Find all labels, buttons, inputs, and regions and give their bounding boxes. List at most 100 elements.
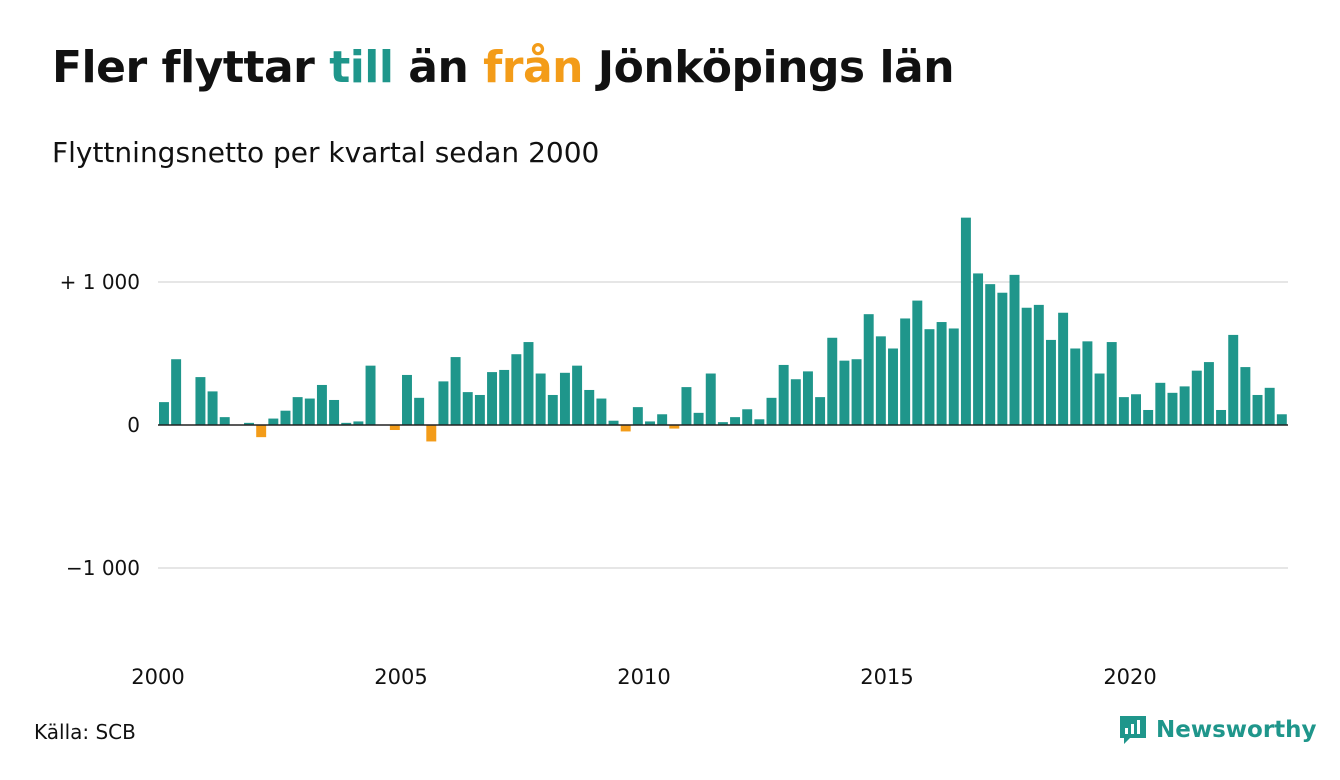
bar [280, 410, 291, 425]
bar [159, 402, 169, 425]
bar [1216, 409, 1227, 425]
bars [159, 217, 1287, 442]
bar [948, 328, 959, 425]
x-tick-label: 2015 [860, 665, 913, 689]
bar [426, 425, 437, 442]
bar [620, 425, 631, 432]
bar [1094, 373, 1105, 425]
bar [1045, 339, 1056, 425]
bar [1167, 392, 1178, 425]
bar [499, 369, 510, 425]
x-tick-label: 2000 [131, 665, 184, 689]
bar [1155, 382, 1166, 425]
bar [681, 387, 692, 425]
x-tick-label: 2010 [617, 665, 670, 689]
bar [559, 372, 570, 425]
brand-name: Newsworthy [1156, 717, 1317, 743]
bar [256, 425, 267, 438]
bar [851, 359, 862, 425]
title-part-an: än [393, 42, 484, 93]
bar [547, 394, 558, 425]
bar [985, 284, 996, 425]
bar [195, 377, 206, 425]
bar [863, 314, 874, 425]
bar [900, 318, 911, 425]
bar [389, 425, 400, 431]
bar [462, 392, 473, 425]
newsworthy-logo: Newsworthy [1118, 714, 1317, 746]
bar [960, 217, 971, 425]
bar [1203, 362, 1214, 425]
title-part-fler-flyttar: Fler flyttar [52, 42, 330, 93]
bar [1118, 397, 1129, 425]
bar [572, 365, 583, 425]
bar [1276, 414, 1287, 425]
bar [438, 381, 449, 425]
bar [523, 342, 534, 425]
chart-subtitle: Flyttningsnetto per kvartal sedan 2000 [52, 136, 600, 169]
y-tick-label: −1 000 [66, 556, 140, 580]
bar [450, 357, 461, 425]
bar [973, 273, 984, 425]
bar [1070, 348, 1081, 425]
newsworthy-logo-icon [1120, 716, 1146, 744]
chart-title: Fler flyttar till än från Jönköpings län [52, 42, 955, 93]
bar [754, 419, 765, 425]
title-part-lan: Jönköpings län [582, 42, 955, 93]
bar [705, 373, 716, 425]
bar [827, 337, 838, 425]
bar [474, 394, 485, 425]
bar [487, 372, 498, 425]
bar [1009, 274, 1020, 425]
bar [171, 359, 182, 425]
y-tick-label: 0 [127, 413, 140, 437]
bar [316, 384, 327, 425]
bar [584, 389, 595, 425]
bar [1143, 409, 1154, 425]
bar [669, 425, 680, 429]
bar [657, 414, 668, 425]
bar [778, 364, 789, 425]
title-part-fran: från [483, 42, 583, 93]
bar [875, 336, 886, 425]
bar [766, 397, 777, 425]
bar [1058, 312, 1069, 425]
bar [1106, 342, 1117, 425]
bar [645, 421, 655, 425]
bar [353, 421, 364, 425]
bar [1131, 394, 1141, 425]
bar [1264, 387, 1275, 425]
bar [815, 397, 826, 425]
source-credit: Källa: SCB [34, 720, 136, 744]
bar [402, 374, 412, 425]
gridlines [158, 281, 1288, 569]
bar [511, 354, 522, 425]
bar [608, 420, 619, 425]
bar [1033, 304, 1044, 425]
bar [1228, 334, 1239, 425]
bar [717, 422, 728, 425]
bar [912, 300, 923, 425]
bar [1021, 307, 1032, 425]
bar [596, 398, 607, 425]
bar [535, 373, 546, 425]
bar [207, 391, 218, 425]
title-part-till: till [329, 42, 394, 93]
bar [341, 422, 352, 425]
x-tick-label: 2020 [1103, 665, 1156, 689]
bar [839, 360, 850, 425]
bar [936, 322, 947, 425]
bar [219, 417, 230, 425]
bar [1082, 341, 1093, 425]
axes: + 1 000 0 −1 000 2000 2005 2010 2015 2020 [60, 270, 1288, 689]
bar [268, 418, 279, 425]
bar [632, 407, 643, 425]
bar [888, 348, 898, 425]
bar [693, 412, 704, 425]
bar [1179, 386, 1190, 425]
bar [730, 417, 741, 425]
bar [924, 329, 935, 425]
bar [244, 422, 255, 425]
bar [304, 398, 315, 425]
bar [329, 399, 340, 425]
